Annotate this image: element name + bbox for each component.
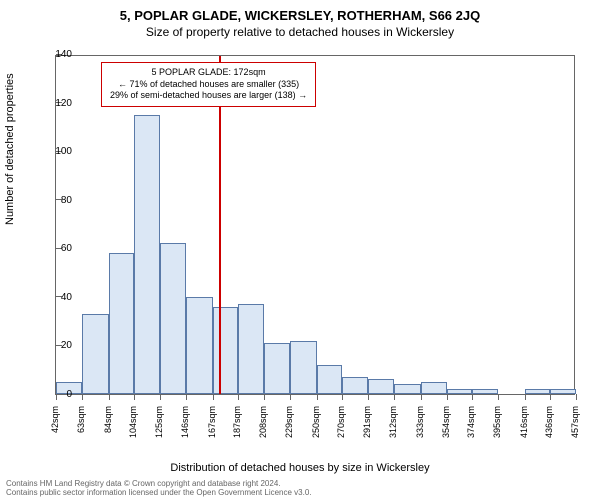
histogram-bar [264,343,290,394]
xtick-mark [134,394,135,400]
ytick-label: 140 [32,49,72,60]
xtick-mark [342,394,343,400]
xtick-label: 374sqm [466,406,476,446]
chart-title: 5, POPLAR GLADE, WICKERSLEY, ROTHERHAM, … [0,0,600,23]
histogram-bar [134,115,160,394]
histogram-bar [186,297,212,394]
xtick-label: 354sqm [441,406,451,446]
xtick-label: 63sqm [76,406,86,446]
xtick-mark [368,394,369,400]
y-axis-label: Number of detached properties [4,73,16,225]
histogram-bar [368,379,394,394]
x-axis-label: Distribution of detached houses by size … [0,462,600,474]
footer-line-1: Contains HM Land Registry data © Crown c… [6,479,312,489]
xtick-label: 104sqm [128,406,138,446]
histogram-bar [550,389,576,394]
xtick-mark [264,394,265,400]
histogram-bar [213,307,238,394]
chart-subtitle: Size of property relative to detached ho… [0,23,600,39]
xtick-mark [213,394,214,400]
xtick-label: 291sqm [362,406,372,446]
histogram-bar [421,382,447,394]
xtick-label: 416sqm [519,406,529,446]
histogram-bar [160,243,186,394]
xtick-label: 187sqm [232,406,242,446]
xtick-mark [317,394,318,400]
xtick-mark [498,394,499,400]
xtick-mark [576,394,577,400]
histogram-bar [238,304,264,394]
xtick-mark [447,394,448,400]
xtick-mark [82,394,83,400]
xtick-mark [472,394,473,400]
ytick-label: 100 [32,146,72,157]
histogram-bar [394,384,420,394]
xtick-label: 312sqm [388,406,398,446]
xtick-mark [550,394,551,400]
info-box-line: 29% of semi-detached houses are larger (… [110,90,307,102]
histogram-bar [472,389,498,394]
footer-attribution: Contains HM Land Registry data © Crown c… [6,479,312,498]
ytick-label: 80 [32,195,72,206]
footer-line-2: Contains public sector information licen… [6,488,312,498]
histogram-bar [525,389,550,394]
info-box-line: 5 POPLAR GLADE: 172sqm [110,67,307,79]
xtick-mark [186,394,187,400]
xtick-label: 395sqm [492,406,502,446]
xtick-mark [238,394,239,400]
xtick-mark [160,394,161,400]
xtick-mark [421,394,422,400]
xtick-label: 270sqm [336,406,346,446]
xtick-label: 250sqm [311,406,321,446]
histogram-bar [447,389,472,394]
xtick-label: 229sqm [284,406,294,446]
histogram-bar [317,365,342,394]
ytick-label: 60 [32,243,72,254]
xtick-label: 333sqm [415,406,425,446]
xtick-label: 84sqm [103,406,113,446]
info-box: 5 POPLAR GLADE: 172sqm← 71% of detached … [101,62,316,107]
xtick-label: 457sqm [570,406,580,446]
ytick-label: 40 [32,292,72,303]
xtick-label: 146sqm [180,406,190,446]
xtick-mark [394,394,395,400]
xtick-label: 436sqm [544,406,554,446]
info-box-line: ← 71% of detached houses are smaller (33… [110,79,307,91]
xtick-mark [525,394,526,400]
plot-area: 5 POPLAR GLADE: 172sqm← 71% of detached … [55,55,575,395]
xtick-mark [290,394,291,400]
histogram-bar [82,314,108,394]
ytick-label: 120 [32,98,72,109]
xtick-label: 125sqm [154,406,164,446]
ytick-label: 0 [32,389,72,400]
chart-container: 5, POPLAR GLADE, WICKERSLEY, ROTHERHAM, … [0,0,600,500]
histogram-bar [290,341,316,394]
histogram-bar [342,377,368,394]
xtick-label: 167sqm [207,406,217,446]
xtick-mark [109,394,110,400]
xtick-label: 208sqm [258,406,268,446]
xtick-label: 42sqm [50,406,60,446]
histogram-bar [109,253,134,394]
ytick-label: 20 [32,340,72,351]
